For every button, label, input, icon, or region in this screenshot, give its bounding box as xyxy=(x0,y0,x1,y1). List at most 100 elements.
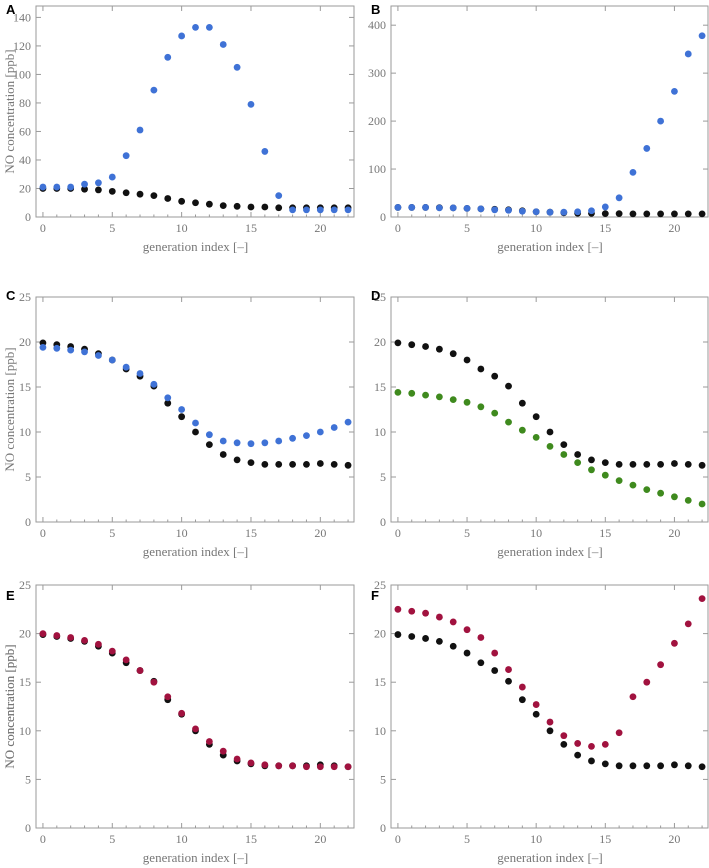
data-point xyxy=(275,762,283,770)
panel-e: 0 5 10 15 20 0 5 10 15 20 25 generation index [–] NO… xyxy=(2,578,355,865)
data-point xyxy=(422,204,429,211)
data-point xyxy=(122,152,130,160)
data-point xyxy=(698,210,706,218)
data-point xyxy=(435,345,443,353)
data-point xyxy=(560,441,568,448)
data-point xyxy=(449,642,457,650)
data-point xyxy=(560,451,568,458)
data-point xyxy=(344,461,352,469)
data-point xyxy=(95,640,102,648)
data-point xyxy=(615,461,623,468)
y-axis-title: NO concentration [ppb] xyxy=(2,49,17,173)
series-a-2 xyxy=(39,23,352,214)
data-point xyxy=(546,443,554,450)
data-point xyxy=(178,32,186,40)
data-point xyxy=(39,630,47,637)
y-tick-label: 10 xyxy=(19,425,31,439)
data-point xyxy=(643,461,651,468)
data-point xyxy=(532,710,540,718)
data-point xyxy=(164,53,172,61)
data-point xyxy=(394,204,402,211)
data-point xyxy=(546,208,554,216)
data-point xyxy=(449,396,457,403)
data-point xyxy=(81,348,88,356)
data-point xyxy=(247,440,255,448)
x-axis-title: generation index [–] xyxy=(497,544,602,559)
data-point xyxy=(233,439,241,447)
data-point xyxy=(601,760,609,768)
plot-frame-c xyxy=(35,296,355,523)
data-point xyxy=(164,394,172,402)
y-tick-label: 80 xyxy=(19,96,31,110)
data-point xyxy=(150,380,158,388)
data-point xyxy=(53,344,61,352)
data-point xyxy=(588,207,595,215)
x-tick-label: 5 xyxy=(464,832,470,846)
y-tick-label: 100 xyxy=(13,67,31,81)
data-point xyxy=(122,189,130,197)
y-tick-label: 5 xyxy=(25,470,31,484)
data-point xyxy=(477,403,485,411)
data-point xyxy=(316,428,324,436)
series-d-1 xyxy=(394,339,706,469)
data-point xyxy=(463,398,471,406)
data-point xyxy=(643,678,651,686)
y-tick-label: 5 xyxy=(380,470,386,484)
data-point xyxy=(150,86,158,94)
x-tick-label: 5 xyxy=(109,832,115,846)
data-point xyxy=(601,741,609,748)
data-point xyxy=(164,195,172,202)
plot-frame-b xyxy=(390,5,709,218)
data-point xyxy=(108,647,116,655)
data-point xyxy=(574,751,582,759)
y-axis-title: NO concentration [ppb] xyxy=(2,644,17,768)
data-point xyxy=(449,204,457,212)
y-tick-label: 25 xyxy=(374,578,386,592)
data-point xyxy=(698,595,706,603)
data-point xyxy=(684,461,692,468)
data-point xyxy=(574,740,582,747)
data-point xyxy=(53,632,61,639)
data-point xyxy=(422,343,429,350)
data-point xyxy=(518,696,526,704)
data-point xyxy=(275,437,283,445)
series-e-2 xyxy=(39,630,352,771)
data-point xyxy=(449,618,457,626)
data-point xyxy=(53,183,61,191)
data-point xyxy=(671,493,678,501)
data-point xyxy=(532,701,540,708)
data-point xyxy=(615,762,623,770)
data-point xyxy=(205,200,213,208)
data-point xyxy=(643,762,651,770)
data-point xyxy=(477,634,485,641)
data-point xyxy=(261,761,269,769)
data-point xyxy=(463,204,471,212)
data-point xyxy=(477,365,485,373)
data-point xyxy=(449,350,457,358)
data-point xyxy=(518,399,526,407)
data-point xyxy=(289,461,296,468)
data-point xyxy=(192,419,199,427)
x-tick-label: 20 xyxy=(668,221,680,235)
panel-label-a: A xyxy=(6,2,16,17)
x-tick-label: 15 xyxy=(599,832,611,846)
data-point xyxy=(601,459,609,466)
data-point xyxy=(435,637,443,645)
data-point xyxy=(657,117,665,125)
data-point xyxy=(95,352,102,359)
x-tick-label: 15 xyxy=(599,526,611,540)
data-point xyxy=(108,173,116,181)
data-point xyxy=(219,451,227,458)
data-point xyxy=(39,344,47,351)
data-point xyxy=(192,428,199,436)
data-point xyxy=(67,183,75,191)
data-point xyxy=(316,206,324,214)
data-point xyxy=(233,456,241,464)
y-tick-label: 0 xyxy=(25,515,31,529)
data-point xyxy=(136,370,144,377)
y-tick-label: 120 xyxy=(13,39,31,53)
data-point xyxy=(505,206,512,214)
data-point xyxy=(629,169,637,176)
data-point xyxy=(316,460,324,467)
y-tick-label: 300 xyxy=(368,66,386,80)
